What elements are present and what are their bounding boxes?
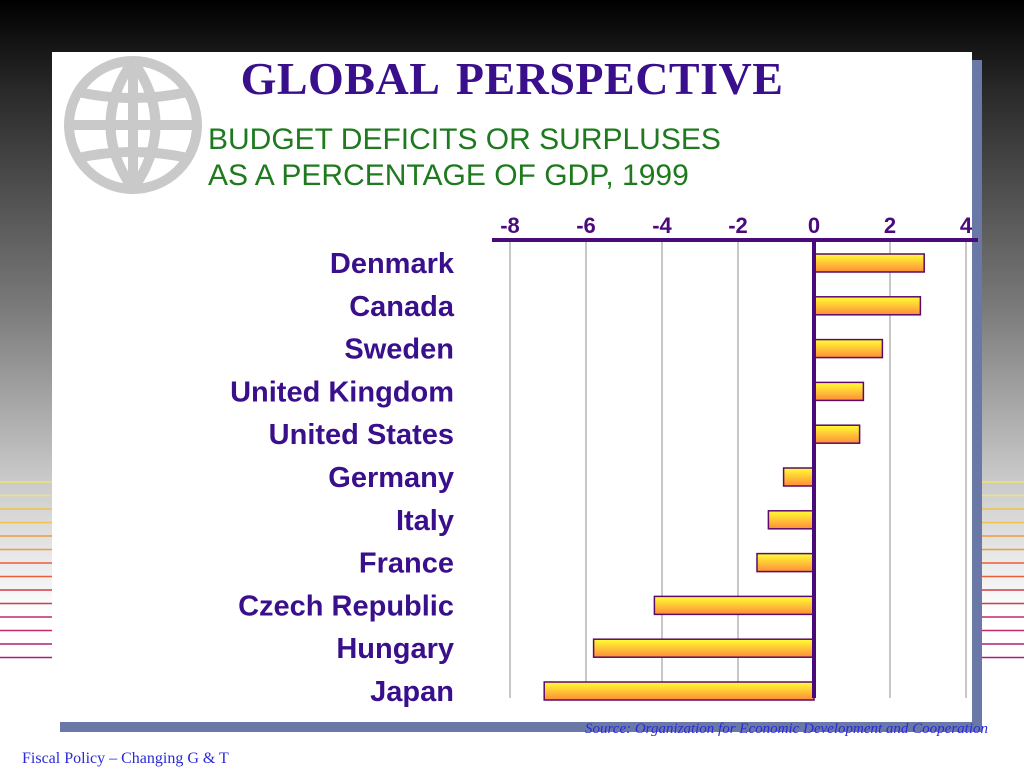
bar-germany [782,467,815,487]
category-label: United States [269,419,454,451]
x-tick-label: 2 [884,213,896,238]
bar-united-kingdom [813,381,865,402]
bar-united-states [813,424,861,444]
globe-icon [64,56,202,194]
category-label: Italy [396,505,454,537]
x-tick-label: 0 [808,213,820,238]
category-label: Hungary [336,633,454,665]
category-label: Japan [370,676,454,708]
subtitle-line-2: AS A PERCENTAGE OF GDP, 1999 [208,159,689,192]
category-label: Sweden [344,334,454,366]
bar-france [756,552,815,573]
x-tick-label: -4 [652,213,672,238]
x-tick-label: -6 [576,213,596,238]
bar-italy [767,510,815,530]
x-tick-label: -8 [500,213,520,238]
x-axis [492,238,978,698]
category-label: Germany [328,462,454,494]
category-label: Denmark [330,248,455,280]
bar-series [543,253,925,701]
subtitle-line-1: BUDGET DEFICITS OR SURPLUSES [208,123,721,156]
x-tick-label: 4 [960,213,973,238]
bar-denmark [813,253,925,273]
category-labels: Denmark Canada Sweden United Kingdom United … [230,248,455,708]
source-note: Source: Organization for Economic Develo… [585,721,988,737]
category-label: Canada [349,291,455,323]
footer-text: Fiscal Policy – Changing G & T [22,750,229,767]
category-label: Czech Republic [238,590,454,622]
bar-czech-republic [653,595,815,616]
category-label: France [359,548,454,580]
x-tick-labels: -8 -6 -4 -2 0 2 4 [500,213,973,238]
bar-canada [813,296,922,316]
chart-subtitle: BUDGET DEFICITS OR SURPLUSES AS A PERCEN… [208,122,721,194]
page-title: GLOBAL PERSPECTIVE [240,53,784,104]
bar-hungary [592,638,815,658]
x-tick-label: -2 [728,213,748,238]
gridlines [509,240,967,698]
bar-sweden [813,338,884,359]
category-label: United Kingdom [230,376,454,408]
bar-japan [543,681,815,701]
